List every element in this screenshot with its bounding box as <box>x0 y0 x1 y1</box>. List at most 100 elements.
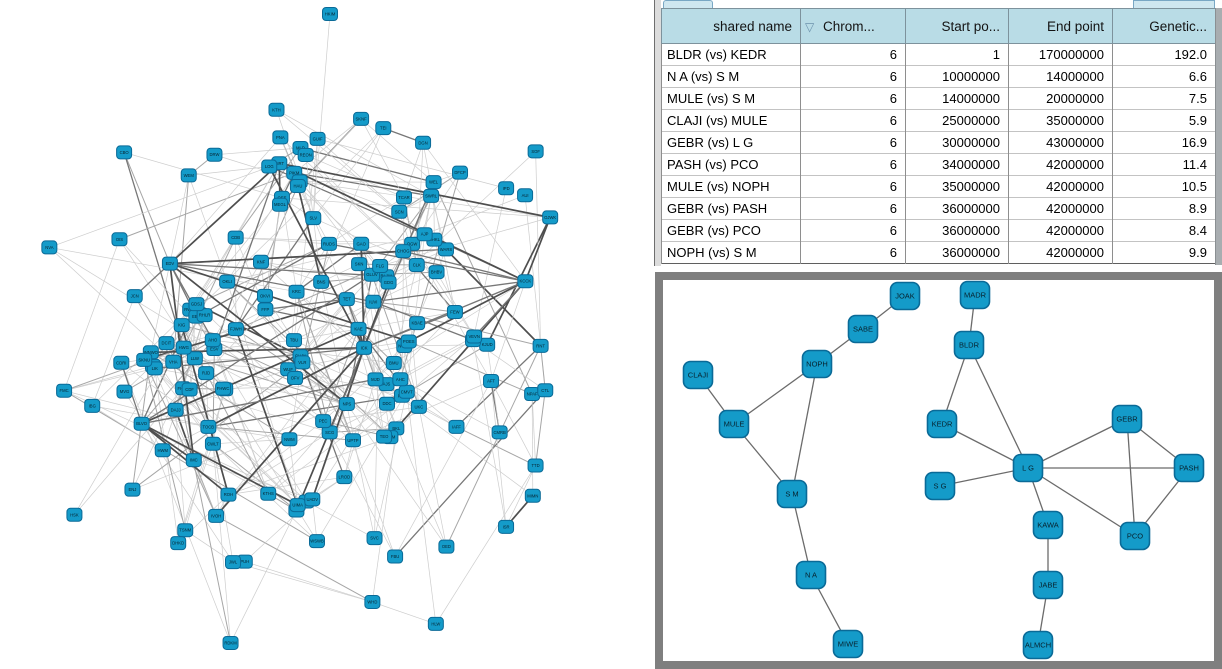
overview-node[interactable]: CMRB <box>491 425 508 440</box>
table-row[interactable]: BLDR (vs) KEDR 6 1 170000000 192.0 <box>661 43 1216 66</box>
overview-node[interactable]: SWRL <box>423 188 440 203</box>
overview-node[interactable]: SKN <box>351 257 368 272</box>
network-node-GEBR[interactable]: GEBR <box>1111 404 1143 434</box>
overview-node[interactable]: FBU <box>387 549 404 564</box>
overview-node[interactable]: CDB <box>227 230 244 245</box>
overview-node[interactable]: OED <box>438 539 455 554</box>
filter-icon[interactable]: ▽ <box>805 19 815 34</box>
overview-node[interactable]: OKVI <box>256 288 273 303</box>
overview-node[interactable]: KJUD <box>479 337 496 352</box>
overview-node[interactable]: NVA <box>41 240 58 255</box>
network-node-SM[interactable]: S M <box>776 479 808 509</box>
overview-node[interactable]: SKNU <box>136 352 153 367</box>
overview-node[interactable]: SCN <box>391 204 408 219</box>
overview-node[interactable]: FJWH <box>227 322 244 337</box>
overview-node[interactable]: NWM <box>281 432 298 447</box>
network-node-LG[interactable]: L G <box>1012 453 1044 483</box>
overview-node[interactable]: ENJ <box>124 482 141 497</box>
overview-node[interactable]: PEC <box>315 414 332 429</box>
network-edge-LG-GEBR[interactable] <box>1027 418 1128 469</box>
overview-node[interactable]: RDKM <box>222 635 239 650</box>
overview-node[interactable]: KTHS <box>260 486 277 501</box>
overview-node[interactable]: GDG <box>380 275 397 290</box>
overview-node[interactable]: SLV <box>305 211 322 226</box>
overview-network-canvas[interactable]: CLKWEMVHAFHKSIAFFRLJWGHJNRWLFTSNMGUIFCBO… <box>0 0 653 669</box>
overview-node[interactable]: RJD <box>198 366 215 381</box>
overview-node[interactable]: IMC <box>185 453 202 468</box>
overview-node[interactable]: SKNF <box>353 111 370 126</box>
network-edge-BLDR-LG[interactable] <box>968 344 1029 469</box>
overview-node[interactable]: MIMN <box>524 488 541 503</box>
overview-node[interactable]: CLK <box>408 258 425 273</box>
overview-node[interactable]: UPTP <box>345 433 362 448</box>
overview-node[interactable]: TTD <box>527 458 544 473</box>
overview-node[interactable]: AHC <box>392 372 409 387</box>
panel-splitter[interactable] <box>655 0 661 266</box>
overview-node[interactable]: IUVI <box>365 294 382 309</box>
overview-node[interactable]: SOF <box>527 144 544 159</box>
overview-node[interactable]: KAE <box>350 321 367 336</box>
overview-node[interactable]: CTL <box>537 383 554 398</box>
table-row[interactable]: NOPH (vs) S M 6 36000000 42000000 9.9 <box>661 241 1216 264</box>
overview-node[interactable]: DHKD <box>170 536 187 551</box>
overview-node[interactable]: KTH <box>268 102 285 117</box>
overview-node[interactable]: AFT <box>483 374 500 389</box>
network-node-PASH[interactable]: PASH <box>1173 453 1205 483</box>
overview-node[interactable]: HKIM <box>322 7 338 21</box>
overview-node[interactable]: IPD <box>498 181 515 196</box>
table-row[interactable]: PASH (vs) PCO 6 34000000 42000000 11.4 <box>661 153 1216 176</box>
overview-node[interactable]: KRC <box>288 284 305 299</box>
overview-node[interactable]: WARS <box>437 242 454 257</box>
network-node-BLDR[interactable]: BLDR <box>953 330 985 360</box>
overview-node[interactable]: WSWB <box>309 534 326 549</box>
network-edge-NOPH-SM[interactable] <box>791 363 818 495</box>
network-node-KEDR[interactable]: KEDR <box>926 409 958 439</box>
overview-node[interactable]: AJP <box>416 227 433 242</box>
overview-node[interactable]: KCCK <box>517 274 534 289</box>
overview-node[interactable]: BMU <box>385 356 402 371</box>
table-row[interactable]: CLAJI (vs) MULE 6 25000000 35000000 5.9 <box>661 109 1216 132</box>
table-row[interactable]: MULE (vs) NOPH 6 35000000 42000000 10.5 <box>661 175 1216 198</box>
overview-node[interactable]: CDF <box>181 382 198 397</box>
overview-node[interactable]: FHWC <box>215 381 232 396</box>
network-node-JABE[interactable]: JABE <box>1032 570 1064 600</box>
overview-node[interactable]: KNF <box>253 254 270 269</box>
overview-node[interactable]: DRW <box>206 147 223 162</box>
overview-node[interactable]: UADV <box>304 492 321 507</box>
overview-node[interactable]: GDSJ <box>188 297 205 312</box>
overview-node[interactable]: REON <box>297 147 314 162</box>
overview-node[interactable]: CDRI <box>113 355 130 370</box>
network-node-KAWA[interactable]: KAWA <box>1032 510 1064 540</box>
overview-node[interactable]: HAU <box>289 179 306 194</box>
overview-node[interactable]: VLR <box>294 355 311 370</box>
overview-node[interactable]: HWG <box>175 340 192 355</box>
network-node-MULE[interactable]: MULE <box>718 409 750 439</box>
overview-node[interactable]: CWLT <box>204 436 221 451</box>
overview-node[interactable]: DGN <box>415 135 432 150</box>
overview-node[interactable]: POES <box>400 334 417 349</box>
overview-node[interactable]: KIG <box>173 318 190 333</box>
overview-node[interactable]: RNT <box>532 338 549 353</box>
overview-node[interactable]: MJD <box>367 372 384 387</box>
overview-node[interactable]: WHD <box>364 594 381 609</box>
overview-node[interactable]: FEW <box>446 305 463 320</box>
overview-node[interactable]: BHBV <box>428 265 445 280</box>
overview-node[interactable]: HSK <box>66 507 83 522</box>
overview-node[interactable]: CBO <box>116 145 133 160</box>
overview-node[interactable]: RHLR <box>196 308 213 323</box>
overview-node[interactable]: BNS <box>313 274 330 289</box>
table-tab-fragment[interactable] <box>663 0 713 8</box>
overview-node[interactable]: AHO <box>204 333 221 348</box>
network-node-CLAJI[interactable]: CLAJI <box>682 360 714 390</box>
network-node-SABE[interactable]: SABE <box>847 314 879 344</box>
network-node-PCO[interactable]: PCO <box>1119 521 1151 551</box>
overview-node[interactable]: OJWK <box>542 210 559 225</box>
overview-node[interactable]: JWL <box>225 555 242 570</box>
overview-node[interactable]: PNA <box>272 130 289 145</box>
overview-node[interactable]: WEL <box>425 175 442 190</box>
detail-network-canvas[interactable]: JOAK MADR SABE BLDR NOPH CLAJI GEBR MULE KEDR L G… <box>663 280 1214 661</box>
overview-node[interactable]: TSNM <box>177 523 194 538</box>
overview-node[interactable]: TCAR <box>396 190 413 205</box>
overview-node[interactable]: ICK <box>356 340 373 355</box>
overview-node[interactable]: MEGL <box>271 197 288 212</box>
